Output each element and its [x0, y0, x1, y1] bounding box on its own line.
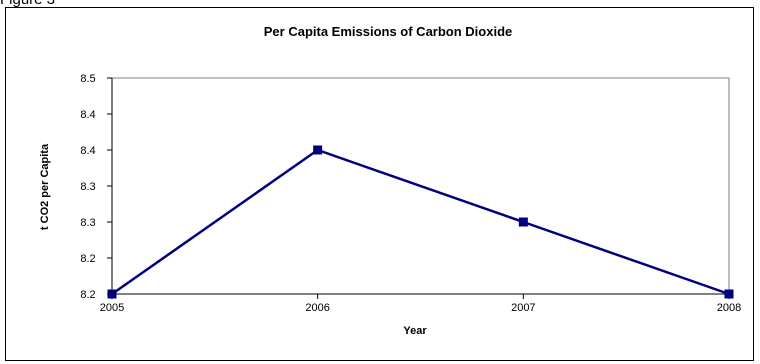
- chart-frame: [5, 7, 754, 361]
- x-tick-label: 2007: [511, 302, 535, 314]
- y-tick-label: 8.4: [80, 109, 95, 121]
- data-point-marker: [518, 217, 528, 227]
- y-tick-label: 8.5: [80, 73, 95, 85]
- chart-title: Per Capita Emissions of Carbon Dioxide: [264, 24, 513, 39]
- data-point-marker: [724, 289, 734, 299]
- x-tick-label: 2006: [305, 302, 329, 314]
- y-tick-label: 8.2: [80, 289, 95, 301]
- x-axis-title: Year: [403, 325, 427, 337]
- x-tick-label: 2008: [717, 302, 741, 314]
- series-line: [111, 148, 730, 296]
- data-point-marker: [313, 145, 323, 155]
- x-tick-label: 2005: [100, 302, 124, 314]
- series-group: [107, 145, 734, 299]
- x-ticks: 2005 2006 2007 2008: [100, 294, 741, 314]
- y-tick-label: 8.2: [80, 253, 95, 265]
- y-tick-label: 8.3: [80, 217, 95, 229]
- y-tick-label: 8.4: [80, 145, 95, 157]
- y-ticks: 8.5 8.4 8.4 8.3 8.3 8.2 8.2: [80, 73, 112, 301]
- figure-caption: Figure 3: [0, 0, 55, 8]
- y-tick-label: 8.3: [80, 181, 95, 193]
- data-point-marker: [107, 289, 117, 299]
- y-axis-title: t CO2 per Capita: [39, 143, 51, 230]
